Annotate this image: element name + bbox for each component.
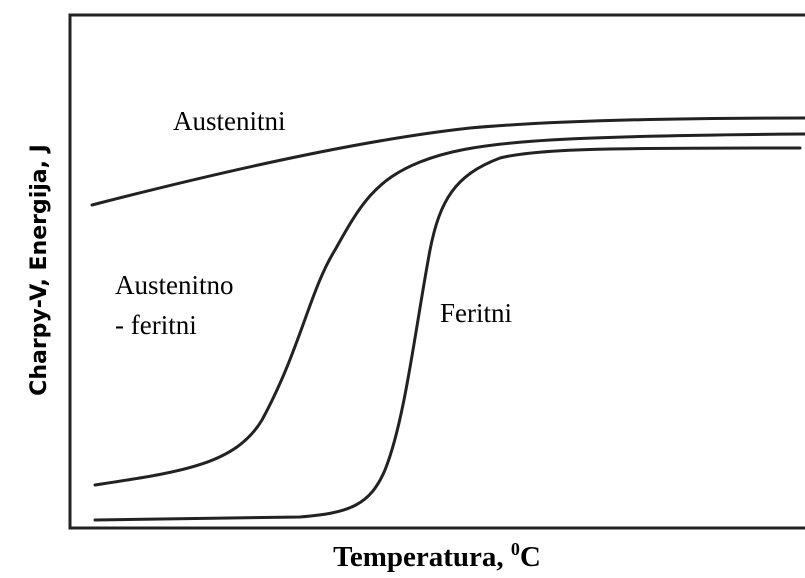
curve-label: Austenitno [115, 270, 234, 300]
curve-austenitni [90, 116, 805, 207]
curve-label: Austenitni [173, 106, 286, 136]
curve-austenitno-feritni [93, 132, 805, 487]
curve-label: - feritni [115, 310, 197, 340]
x-axis-label: Temperatura, 0C [333, 539, 541, 573]
x-axis-label-sup: 0 [511, 539, 520, 559]
x-axis-label-unit: C [520, 541, 541, 573]
plot-frame [68, 13, 805, 530]
x-axis-label-text: Temperatura, [333, 541, 511, 573]
curve-label: Feritni [440, 298, 512, 328]
y-axis-label: Charpy-V, Energija, J [27, 144, 52, 396]
curve-feritni [93, 146, 802, 522]
